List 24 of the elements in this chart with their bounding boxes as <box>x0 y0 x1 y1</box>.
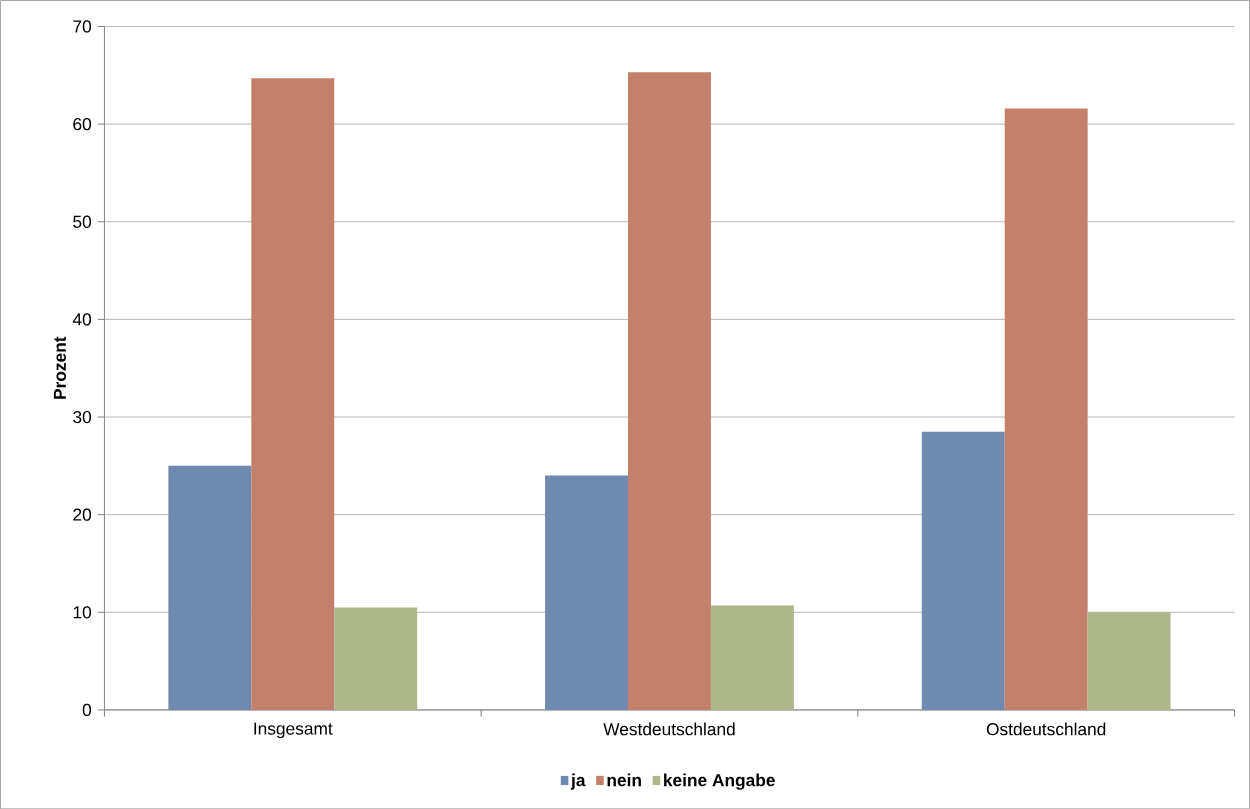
y-tick-label: 30 <box>73 410 92 423</box>
y-tick-label: 20 <box>73 508 92 521</box>
y-tick-label: 0 <box>82 703 92 716</box>
y-tick-label: 40 <box>72 313 92 326</box>
x-tick-label: Ostdeutschland <box>986 722 1106 736</box>
y-tick-label: 70 <box>73 20 92 33</box>
bar <box>168 465 252 710</box>
bar <box>545 475 629 710</box>
bar <box>710 605 794 710</box>
legend-label: ja <box>570 773 586 790</box>
bar <box>628 72 711 710</box>
x-tick-label: Westdeutschland <box>603 722 735 736</box>
bar <box>1004 108 1088 710</box>
legend-label: nein <box>607 773 641 787</box>
x-tick-label: Insgesamt <box>254 722 333 738</box>
legend-label: keine Angabe <box>664 773 775 790</box>
y-tick-label: 60 <box>73 117 92 131</box>
bar <box>251 78 335 710</box>
bar <box>334 607 418 710</box>
bar <box>921 431 1005 710</box>
bar <box>1087 612 1171 710</box>
y-axis-title: Prozent <box>53 336 66 399</box>
y-tick-label: 10 <box>73 605 92 619</box>
y-tick-label: 50 <box>73 215 92 228</box>
